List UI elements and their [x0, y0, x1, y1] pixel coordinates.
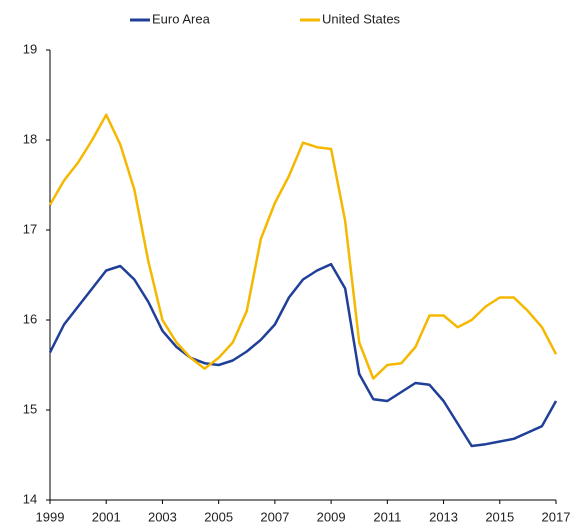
y-tick-label: 14 [23, 491, 37, 506]
x-tick-label: 2017 [542, 509, 571, 524]
x-tick-label: 2001 [92, 509, 121, 524]
x-tick-label: 1999 [36, 509, 65, 524]
x-tick-label: 2003 [148, 509, 177, 524]
y-tick-label: 17 [23, 221, 37, 236]
y-tick-label: 15 [23, 401, 37, 416]
x-tick-label: 2011 [373, 509, 401, 524]
legend-label: Euro Area [152, 11, 211, 26]
x-tick-label: 2015 [485, 509, 514, 524]
series-line [48, 113, 558, 380]
legend-label: United States [322, 11, 401, 26]
y-tick-label: 19 [23, 41, 37, 56]
y-tick-label: 16 [23, 311, 37, 326]
y-tick-label: 18 [23, 131, 37, 146]
x-tick-label: 2013 [429, 509, 458, 524]
series-line [48, 262, 558, 448]
x-tick-label: 2009 [317, 509, 346, 524]
x-tick-label: 2007 [260, 509, 289, 524]
x-tick-label: 2005 [204, 509, 233, 524]
